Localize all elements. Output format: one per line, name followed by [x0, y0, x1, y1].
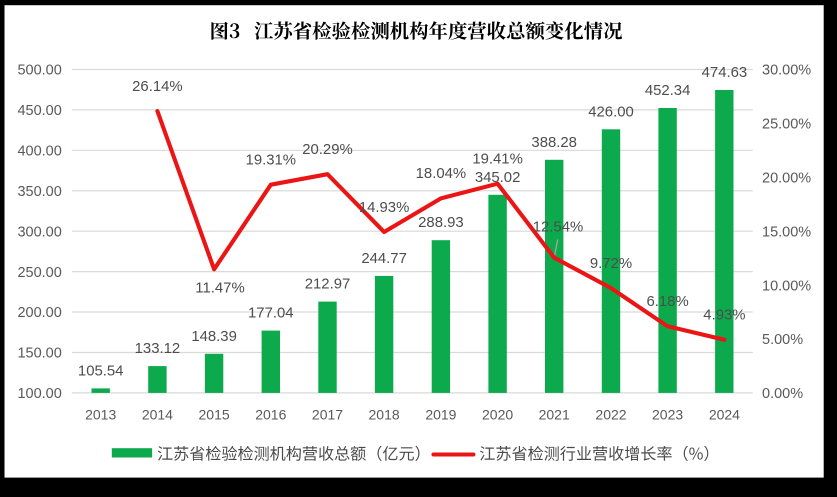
svg-text:345.02: 345.02 — [475, 170, 521, 186]
svg-text:2020: 2020 — [482, 406, 513, 422]
svg-text:244.77: 244.77 — [361, 251, 407, 267]
svg-text:2017: 2017 — [312, 406, 343, 422]
svg-text:100.00: 100.00 — [17, 386, 61, 402]
svg-text:105.54: 105.54 — [78, 363, 124, 379]
svg-text:26.14%: 26.14% — [132, 79, 183, 95]
svg-text:0.00%: 0.00% — [762, 386, 803, 402]
svg-text:2024: 2024 — [709, 406, 740, 422]
svg-text:20.29%: 20.29% — [302, 142, 353, 158]
svg-text:200.00: 200.00 — [17, 305, 61, 321]
svg-text:2023: 2023 — [652, 406, 683, 422]
svg-text:6.18%: 6.18% — [646, 294, 688, 310]
svg-text:212.97: 212.97 — [305, 277, 351, 293]
svg-text:2018: 2018 — [369, 406, 400, 422]
svg-text:2014: 2014 — [142, 406, 173, 422]
svg-text:2016: 2016 — [255, 406, 286, 422]
svg-text:250.00: 250.00 — [17, 265, 61, 281]
svg-text:350.00: 350.00 — [17, 184, 61, 200]
svg-text:14.93%: 14.93% — [359, 200, 410, 216]
svg-text:10.00%: 10.00% — [762, 278, 811, 294]
svg-text:5.00%: 5.00% — [762, 332, 803, 348]
svg-text:133.12: 133.12 — [135, 341, 181, 357]
svg-text:452.34: 452.34 — [645, 83, 691, 99]
svg-text:148.39: 148.39 — [191, 329, 237, 345]
svg-text:20.00%: 20.00% — [762, 171, 811, 187]
svg-text:19.41%: 19.41% — [472, 152, 523, 168]
svg-text:500.00: 500.00 — [17, 63, 61, 79]
svg-text:388.28: 388.28 — [531, 135, 577, 151]
svg-text:15.00%: 15.00% — [762, 224, 811, 240]
svg-text:18.04%: 18.04% — [416, 166, 467, 182]
svg-text:25.00%: 25.00% — [762, 117, 811, 133]
svg-text:2019: 2019 — [425, 406, 456, 422]
svg-text:400.00: 400.00 — [17, 144, 61, 160]
svg-text:9.72%: 9.72% — [590, 256, 632, 272]
svg-text:426.00: 426.00 — [588, 104, 634, 120]
svg-text:12.54%: 12.54% — [533, 219, 584, 235]
svg-text:2022: 2022 — [595, 406, 626, 422]
svg-text:30.00%: 30.00% — [762, 63, 811, 79]
svg-text:4.93%: 4.93% — [703, 308, 745, 324]
svg-text:2021: 2021 — [539, 406, 570, 422]
svg-text:150.00: 150.00 — [17, 346, 61, 362]
svg-text:2015: 2015 — [199, 406, 230, 422]
svg-text:300.00: 300.00 — [17, 224, 61, 240]
svg-text:19.31%: 19.31% — [246, 153, 297, 169]
svg-text:2013: 2013 — [85, 406, 116, 422]
svg-text:177.04: 177.04 — [248, 306, 294, 322]
svg-text:11.47%: 11.47% — [195, 280, 244, 296]
svg-text:450.00: 450.00 — [17, 103, 61, 119]
svg-text:474.63: 474.63 — [702, 65, 748, 81]
svg-text:288.93: 288.93 — [418, 215, 464, 231]
